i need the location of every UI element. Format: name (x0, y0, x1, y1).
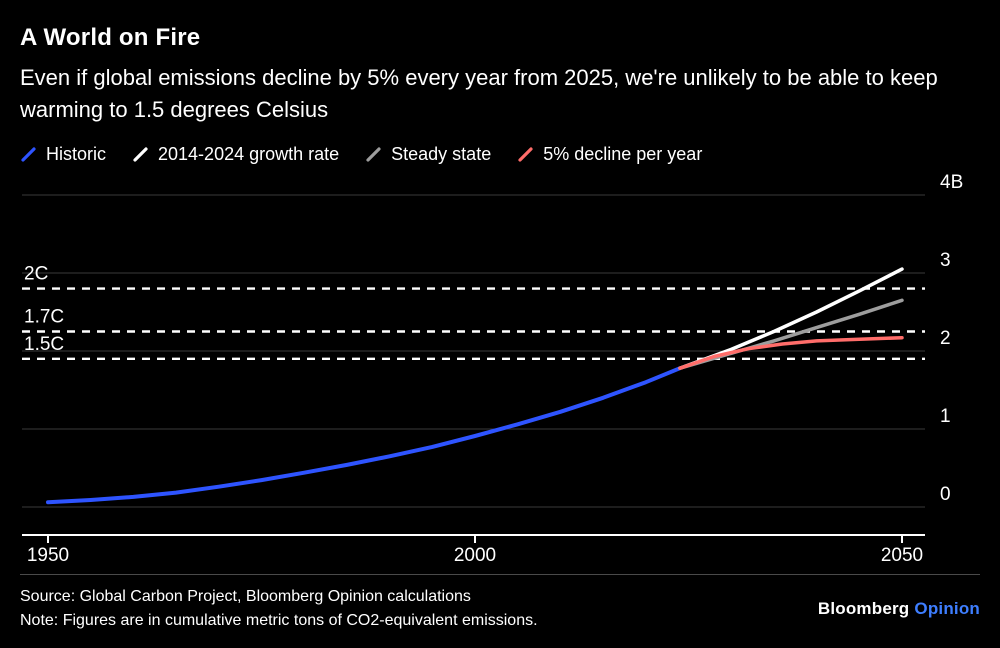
brand-opinion: Opinion (914, 598, 980, 618)
legend-item-label: 5% decline per year (543, 143, 703, 164)
series-line-2014-2024-growth-rate (678, 267, 904, 370)
ytick-label-1: 1 (940, 406, 951, 427)
chart-area: 0 1 2 3 4B 2C 1.7C 1.5C 1950 2000 2050 (20, 171, 980, 568)
legend-item-5-decline-per-year: 5% decline per year (517, 144, 702, 165)
chart-subtitle: Even if global emissions decline by 5% e… (20, 65, 938, 122)
legend-line-swatch-icon (366, 147, 381, 162)
footnotes: Source: Global Carbon Project, Bloomberg… (20, 585, 538, 633)
brand-bloomberg: Bloomberg (817, 598, 910, 618)
legend-item-historic: Historic (20, 144, 106, 165)
ytick-label-3: 3 (940, 250, 951, 271)
series-line-historic (46, 365, 682, 505)
emissions-line-chart: 0 1 2 3 4B 2C 1.7C 1.5C 1950 2000 2050 (22, 172, 963, 566)
xtick-label-2000: 2000 (454, 545, 496, 563)
legend-item-label: Steady state (391, 143, 492, 164)
chart-legend: Historic 2014-2024 growth rate Steady stat… (20, 144, 980, 165)
legend-item-2014-2024-growth-rate: 2014-2024 growth rate (132, 144, 339, 165)
legend-item-steady-state: Steady state (365, 144, 491, 165)
note-text: Note: Figures are in cumulative metric t… (20, 611, 538, 629)
ytick-label-2: 2 (940, 328, 951, 349)
chart-footer: Source: Global Carbon Project, Bloomberg… (20, 573, 980, 633)
source-text: Source: Global Carbon Project, Bloomberg… (20, 587, 471, 605)
ytick-label-0: 0 (940, 484, 951, 505)
legend-item-label: Historic (46, 143, 107, 164)
xtick-label-1950: 1950 (27, 545, 69, 563)
legend-line-swatch-icon (21, 147, 36, 162)
threshold-label-1.7C: 1.7C (24, 306, 64, 327)
threshold-label-2C: 2C (24, 263, 48, 284)
xtick-label-2050: 2050 (881, 545, 923, 563)
legend-line-swatch-icon (518, 147, 533, 162)
series-line-5-decline-per-year (678, 335, 904, 370)
legend-item-label: 2014-2024 growth rate (158, 143, 340, 164)
ytick-label-4B: 4B (940, 172, 963, 193)
threshold-label-1.5C: 1.5C (24, 334, 64, 355)
legend-line-swatch-icon (133, 147, 148, 162)
bloomberg-opinion-logo: Bloomberg Opinion (818, 599, 980, 619)
chart-title: A World on Fire (20, 24, 201, 51)
